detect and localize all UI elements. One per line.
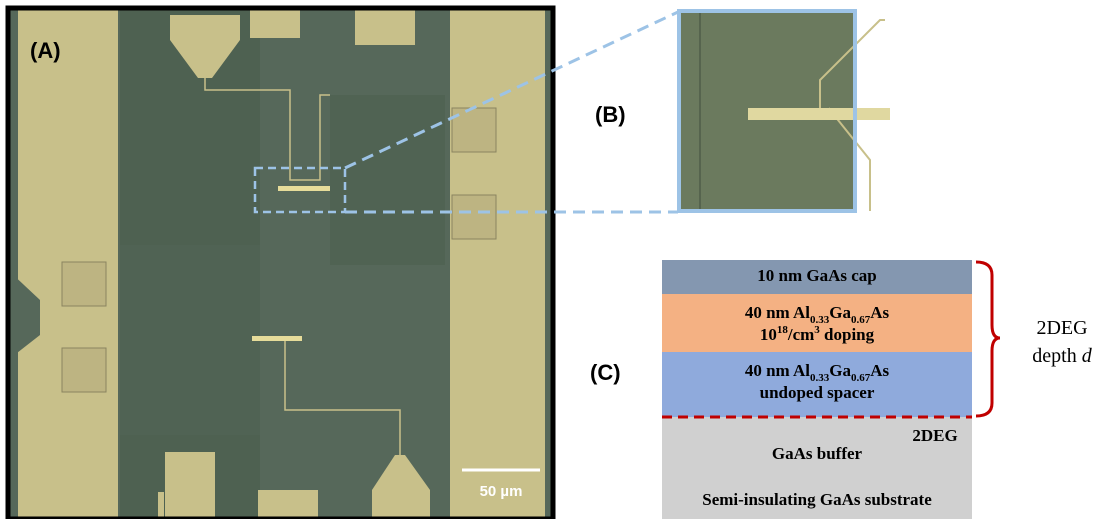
- text-part: 40 nm Al: [745, 361, 810, 380]
- panel-label: (A): [30, 38, 61, 63]
- text-part: undoped spacer: [760, 383, 875, 402]
- scale-bar-label: 50 µm: [480, 483, 523, 500]
- text-part: As: [870, 361, 889, 380]
- figure: (A) 50 µm (B) (C) 2DEG 2DEG depth d 10 n…: [0, 0, 1108, 519]
- layer-text: 10 nm GaAs cap: [757, 266, 876, 285]
- text-part: Ga: [829, 361, 851, 380]
- layer-text: Semi-insulating GaAs substrate: [702, 490, 932, 509]
- text-part: 40 nm Al: [745, 303, 810, 322]
- text-part: 18: [777, 324, 789, 336]
- text-part: /cm: [787, 325, 814, 344]
- text-part: doping: [820, 325, 875, 344]
- text-part: Semi-insulating GaAs substrate: [702, 490, 932, 509]
- interface-label: 2DEG: [912, 426, 957, 445]
- zoom-image: [679, 11, 890, 211]
- text-part: 10: [760, 325, 777, 344]
- micrograph: [8, 8, 678, 519]
- layer-text: undoped spacer: [760, 383, 875, 402]
- text-part: Ga: [829, 303, 851, 322]
- text-part: 10 nm GaAs cap: [757, 266, 876, 285]
- text-part: GaAs buffer: [772, 444, 863, 463]
- panel-label: (B): [595, 102, 626, 127]
- panel-label: (C): [590, 360, 621, 385]
- brace-label: depth d: [1032, 345, 1092, 367]
- brace-label: 2DEG: [1036, 317, 1087, 339]
- text-part: As: [870, 303, 889, 322]
- layer-text: GaAs buffer: [772, 444, 863, 463]
